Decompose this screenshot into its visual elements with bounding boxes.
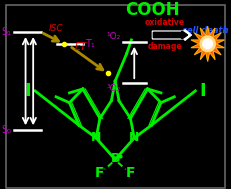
Text: N: N <box>128 132 139 145</box>
Text: I: I <box>24 82 31 100</box>
Text: S₀: S₀ <box>1 125 11 135</box>
Text: ET: ET <box>74 42 87 52</box>
FancyArrow shape <box>152 30 191 40</box>
Polygon shape <box>190 26 223 61</box>
Text: ISC: ISC <box>48 24 63 33</box>
Text: damage: damage <box>147 42 181 51</box>
Text: S₁: S₁ <box>1 27 11 37</box>
Text: B: B <box>110 152 119 165</box>
Text: ³O₂: ³O₂ <box>106 84 120 93</box>
Text: oxidative: oxidative <box>144 18 184 27</box>
Text: cell death: cell death <box>181 26 227 35</box>
Text: ¹O₂: ¹O₂ <box>106 32 120 41</box>
Text: F: F <box>95 166 104 180</box>
Text: F: F <box>125 166 135 180</box>
Text: N: N <box>91 132 101 145</box>
FancyArrow shape <box>153 31 187 39</box>
Text: COOH: COOH <box>125 2 179 19</box>
Circle shape <box>199 36 214 52</box>
Text: T₁: T₁ <box>84 39 94 49</box>
Circle shape <box>202 39 212 49</box>
Text: I: I <box>199 82 205 100</box>
